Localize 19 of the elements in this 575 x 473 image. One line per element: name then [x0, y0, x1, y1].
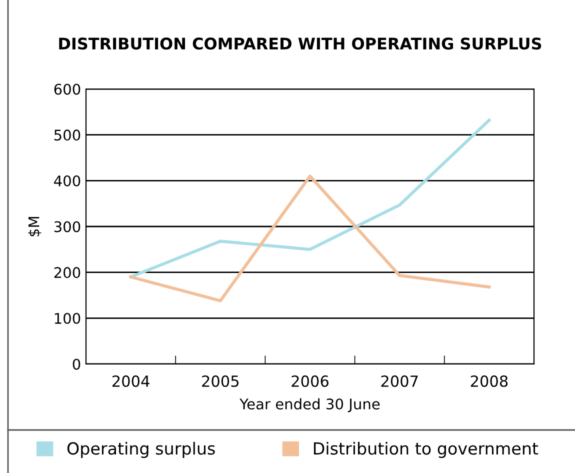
legend-label: Distribution to government	[314, 442, 538, 458]
y-tick-label: 500	[54, 130, 80, 141]
x-tick-label: 2006	[292, 375, 328, 387]
line-series	[129, 174, 491, 302]
y-tick-label: 200	[54, 267, 80, 278]
x-tick-label: 2005	[202, 375, 239, 387]
x-tick-label: 2007	[381, 375, 418, 387]
x-axis-title: Year ended 30 June	[240, 398, 380, 412]
legend-label: Operating surplus	[67, 442, 215, 458]
y-tick-label: 0	[72, 358, 80, 370]
y-tick-label: 400	[54, 175, 80, 186]
line-series	[129, 118, 491, 278]
y-tick-label: 300	[54, 221, 80, 232]
x-tick-label: 2004	[112, 375, 150, 387]
chart-title: DISTRIBUTION COMPARED WITH OPERATING SURPLUS	[59, 38, 542, 50]
y-tick-label: 100	[54, 312, 80, 324]
y-axis-title: $M	[28, 216, 42, 236]
x-tick-label: 2008	[470, 375, 508, 387]
y-tick-label: 600	[54, 84, 80, 95]
